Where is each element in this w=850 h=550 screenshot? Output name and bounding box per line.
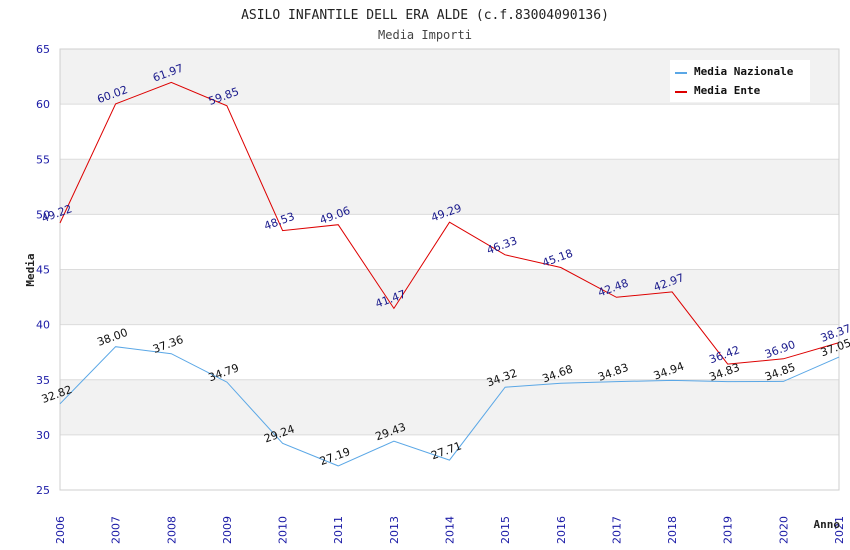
y-tick-label: 60 [36,98,50,111]
y-tick-label: 50 [36,208,50,221]
legend: Media Nazionale Media Ente [670,60,810,102]
x-tick-label: 2021 [833,516,846,544]
x-tick-label: 2006 [54,516,67,544]
x-tick-label: 2011 [332,516,345,544]
x-tick-label: 2009 [221,516,234,544]
x-tick-label: 2018 [666,516,679,544]
legend-label-media-nazionale: Media Nazionale [694,65,794,78]
plot-background-bands [60,49,839,490]
x-tick-label: 2019 [722,516,735,544]
legend-label-media-ente: Media Ente [694,84,761,97]
y-axis-label: Media [24,253,37,286]
legend-box [670,60,810,102]
chart-title: ASILO INFANTILE DELL ERA ALDE (c.f.83004… [241,8,609,23]
x-tick-label: 2017 [610,516,623,544]
x-tick-label: 2016 [555,516,568,544]
x-tick-label: 2015 [499,516,512,544]
y-tick-label: 55 [36,153,50,166]
grid-band [60,159,839,215]
chart-subtitle: Media Importi [378,28,472,42]
y-tick-label: 45 [36,264,50,277]
x-tick-label: 2008 [165,516,178,544]
grid-band [60,434,839,490]
y-tick-label: 65 [36,43,50,56]
series-lines [59,81,840,467]
y-tick-label: 40 [36,319,50,332]
y-axis-ticks: 25 30 35 40 45 50 55 60 65 [36,43,50,497]
series-line-media-nazionale [59,346,840,467]
grid-band [60,379,839,435]
x-tick-label: 2007 [110,516,123,544]
grid-band [60,324,839,380]
series-line-media-ente [59,81,840,365]
x-axis-ticks: 2006 2007 2008 2009 2010 2011 2013 2014 2015 2016… [54,516,846,544]
grid-band [60,214,839,270]
y-tick-label: 25 [36,484,50,497]
x-tick-label: 2010 [277,516,290,544]
plot-border [59,48,840,491]
x-axis-label: Anno [814,518,841,531]
x-tick-label: 2020 [777,516,790,544]
x-tick-label: 2013 [388,516,401,544]
y-tick-label: 35 [36,374,50,387]
grid-band [60,104,839,160]
y-tick-label: 30 [36,429,50,442]
x-tick-label: 2014 [444,516,457,544]
grid-band [60,269,839,325]
